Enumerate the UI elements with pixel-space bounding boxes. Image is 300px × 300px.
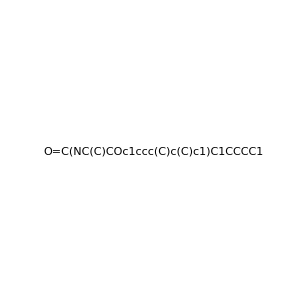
Text: O=C(NC(C)COc1ccc(C)c(C)c1)C1CCCC1: O=C(NC(C)COc1ccc(C)c(C)c1)C1CCCC1 — [44, 146, 264, 157]
